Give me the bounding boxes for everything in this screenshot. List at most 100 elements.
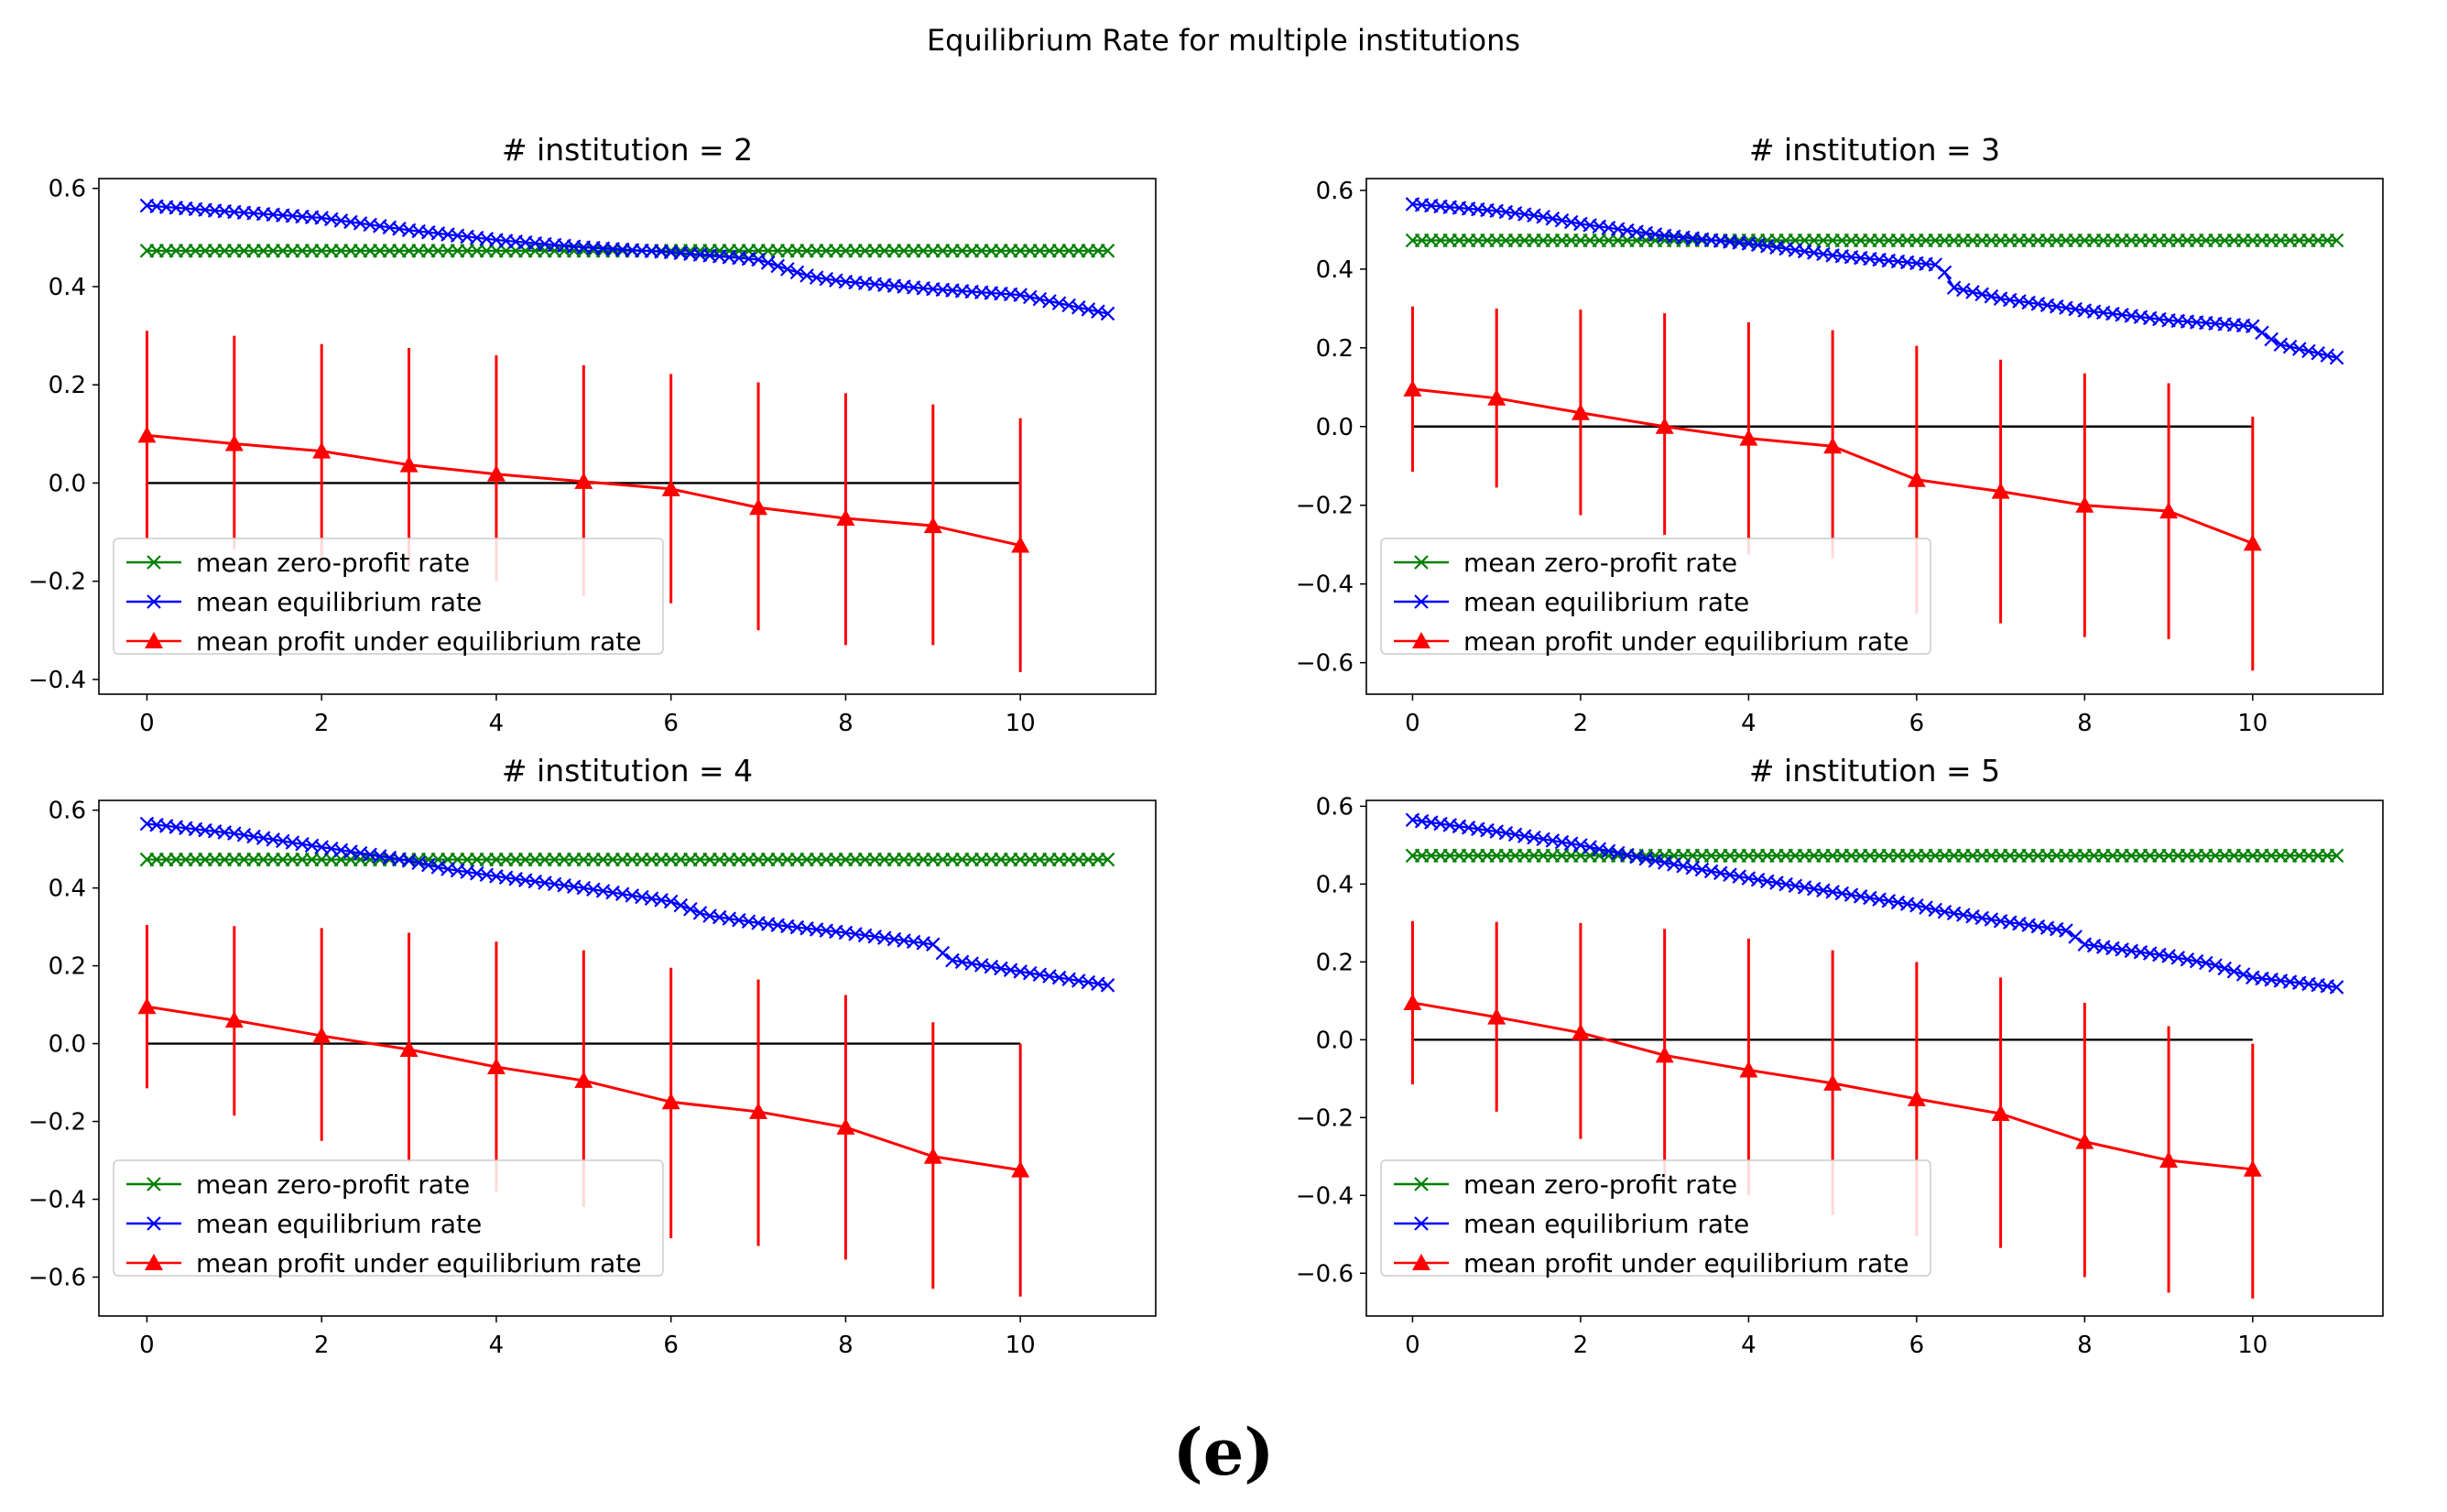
profit-marker [1487, 1007, 1506, 1025]
axes-frame [98, 800, 1157, 1317]
profit-marker [1487, 388, 1506, 406]
equilibrium-rate-marker [2208, 958, 2223, 973]
equilibrium-rate-marker [1984, 288, 1999, 304]
equilibrium-rate-marker [780, 262, 795, 277]
x-tick-label: 0 [1405, 1332, 1420, 1359]
equilibrium-rate-marker [1946, 280, 1962, 295]
legend-label: mean equilibrium rate [196, 1209, 482, 1239]
equilibrium-rate-marker [2329, 350, 2344, 365]
x-tick-label: 8 [2077, 710, 2093, 737]
profit-marker [1011, 536, 1030, 553]
profit-marker [1739, 1061, 1758, 1078]
profit-marker [923, 517, 942, 534]
legend-marker-x [1414, 1177, 1429, 1191]
legend-label: mean profit under equilibrium rate [196, 626, 641, 657]
profit-marker [2075, 1132, 2094, 1149]
y-tick-label: 0.2 [1316, 335, 1354, 363]
profit-marker [1571, 1023, 1590, 1040]
profit-marker [661, 479, 680, 496]
profit-marker [312, 441, 332, 459]
y-tick-label: 0.6 [49, 798, 86, 825]
x-tick-label: 0 [1405, 710, 1420, 737]
zero-profit-rate-marker [1100, 244, 1115, 258]
legend-marker-triangle [145, 632, 163, 648]
y-tick-label: 0.2 [1316, 949, 1354, 976]
x-tick-label: 4 [489, 1332, 505, 1359]
x-tick-label: 4 [489, 710, 505, 737]
profit-marker [1907, 1089, 1926, 1106]
x-tick-label: 8 [838, 1332, 854, 1359]
equilibrium-rate-marker [692, 906, 708, 920]
panel-2: # institution = 3 0 2 4 6 8 10 −0.6 −0.4 −0.2 0.0 0… [1296, 132, 2384, 737]
y-tick-label: 0.4 [49, 274, 86, 301]
x-tick-label: 0 [139, 1332, 155, 1359]
x-tick-label: 2 [314, 1332, 330, 1359]
equilibrium-rate-marker [2282, 339, 2298, 354]
profit-marker [749, 498, 768, 516]
y-tick-label: 0.4 [1316, 871, 1354, 898]
y-tick-label: 0.4 [49, 876, 86, 903]
equilibrium-rate-marker [751, 252, 766, 267]
profit-marker [574, 1071, 593, 1088]
legend-label: mean equilibrium rate [196, 587, 482, 617]
equilibrium-rate-marker [1965, 285, 1980, 299]
figure-title: Equilibrium Rate for multiple institutio… [927, 23, 1520, 58]
legend-label: mean profit under equilibrium rate [196, 1248, 641, 1278]
x-tick-label: 2 [1573, 710, 1589, 737]
y-tick-label: 0.0 [1316, 1027, 1354, 1054]
legend-box [1380, 1159, 1931, 1277]
axes-frame [1365, 800, 2384, 1317]
legend-marker-triangle [145, 1254, 163, 1270]
legend-box [1380, 538, 1931, 655]
equilibrium-rate-marker [2311, 345, 2325, 361]
x-tick-label: 0 [139, 710, 155, 737]
legend-label: mean equilibrium rate [1463, 587, 1749, 617]
legend-label: mean zero-profit rate [196, 1169, 470, 1200]
profit-marker [399, 1039, 419, 1057]
legend: mean zero-profit rate mean equilibrium ra… [1380, 1159, 1931, 1278]
equilibrium-rate-marker [2059, 923, 2073, 938]
equilibrium-rate-marker [1956, 282, 1971, 298]
y-tick-label: −0.4 [28, 1187, 86, 1214]
profit-marker [2159, 502, 2179, 519]
panel-title: # institution = 4 [502, 753, 753, 789]
y-tick-label: −0.4 [1296, 1182, 1354, 1210]
y-tick-label: −0.6 [1296, 1260, 1354, 1288]
profit-marker [2075, 495, 2094, 513]
equilibrium-rate-marker [1937, 265, 1952, 280]
profit-marker [312, 1027, 332, 1044]
panel-4: # institution = 5 0 2 4 6 8 10 −0.6 −0.4 −0.2 0.0 0… [1296, 753, 2384, 1359]
legend: mean zero-profit rate mean equilibrium ra… [1380, 538, 1931, 657]
y-tick-label: −0.2 [28, 1109, 86, 1137]
equilibrium-rate-marker [1100, 306, 1115, 321]
x-tick-label: 10 [2237, 710, 2268, 737]
legend-marker-triangle [1412, 1254, 1430, 1270]
y-tick-label: 0.0 [1316, 414, 1354, 441]
equilibrium-rate-marker [2199, 955, 2213, 971]
equilibrium-rate-marker [1100, 978, 1115, 993]
x-tick-label: 8 [2077, 1332, 2093, 1359]
y-tick-label: −0.6 [28, 1265, 86, 1292]
legend-marker-x [1414, 555, 1429, 570]
profit-marker [2243, 1159, 2262, 1177]
equilibrium-rate-line [147, 204, 1108, 315]
profit-marker [224, 1011, 244, 1028]
profit-marker [836, 1117, 855, 1135]
equilibrium-rate-line [1412, 202, 2337, 359]
legend-marker-triangle [1412, 632, 1430, 648]
profit-marker [923, 1147, 942, 1164]
panel-title: # institution = 5 [1749, 753, 2000, 789]
axes-frame [98, 178, 1157, 695]
legend-label: mean zero-profit rate [196, 548, 470, 578]
profit-marker [836, 509, 855, 527]
profit-marker [1403, 993, 1422, 1010]
zero-profit-rate-marker [1100, 852, 1115, 867]
y-tick-label: 0.6 [1316, 793, 1354, 821]
y-tick-label: 0.0 [49, 470, 86, 497]
equilibrium-rate-marker [770, 258, 786, 274]
y-tick-label: 0.4 [1316, 256, 1354, 284]
equilibrium-rate-marker [2217, 961, 2233, 976]
profit-marker [1907, 470, 1926, 487]
profit-marker [661, 1093, 680, 1110]
profit-marker [1991, 482, 2010, 499]
